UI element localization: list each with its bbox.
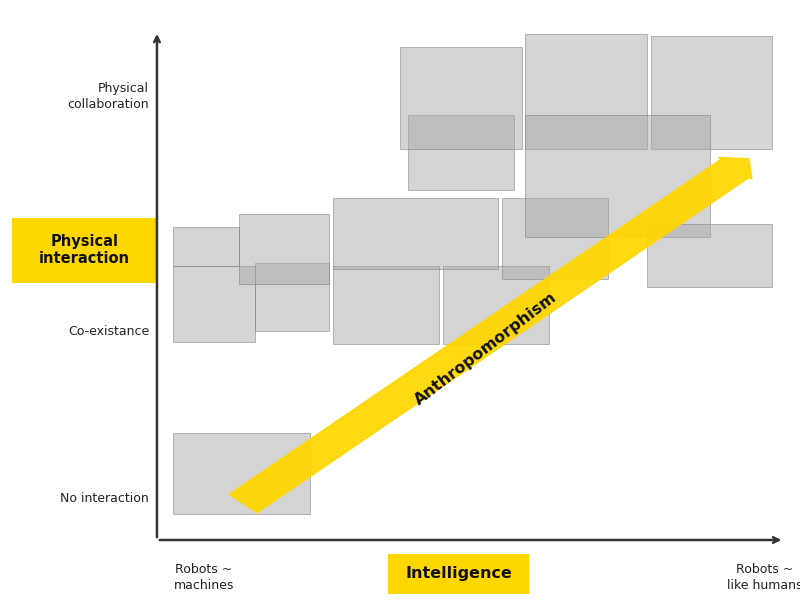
Bar: [526, 115, 710, 237]
Bar: [526, 34, 647, 148]
Bar: [647, 224, 773, 287]
FancyBboxPatch shape: [388, 554, 530, 593]
Bar: [334, 266, 439, 344]
Bar: [651, 36, 773, 148]
Text: Robots ~
like humans: Robots ~ like humans: [727, 563, 800, 592]
Bar: [173, 433, 310, 514]
Bar: [502, 198, 608, 279]
Text: Physical
interaction: Physical interaction: [39, 234, 130, 266]
Bar: [443, 266, 549, 344]
Text: No interaction: No interaction: [60, 492, 149, 505]
Text: Anthropomorphism: Anthropomorphism: [412, 289, 560, 407]
FancyArrow shape: [229, 157, 752, 512]
Bar: [255, 263, 330, 331]
Bar: [400, 47, 522, 148]
Text: Intelligence: Intelligence: [406, 566, 512, 581]
Bar: [173, 227, 239, 266]
Text: Physical
collaboration: Physical collaboration: [67, 82, 149, 111]
Bar: [173, 266, 255, 341]
Text: Robots ~
machines: Robots ~ machines: [174, 563, 234, 592]
FancyBboxPatch shape: [12, 218, 157, 283]
Bar: [408, 115, 514, 190]
Bar: [334, 198, 498, 269]
Bar: [239, 214, 330, 284]
Text: Co-existance: Co-existance: [68, 325, 149, 338]
